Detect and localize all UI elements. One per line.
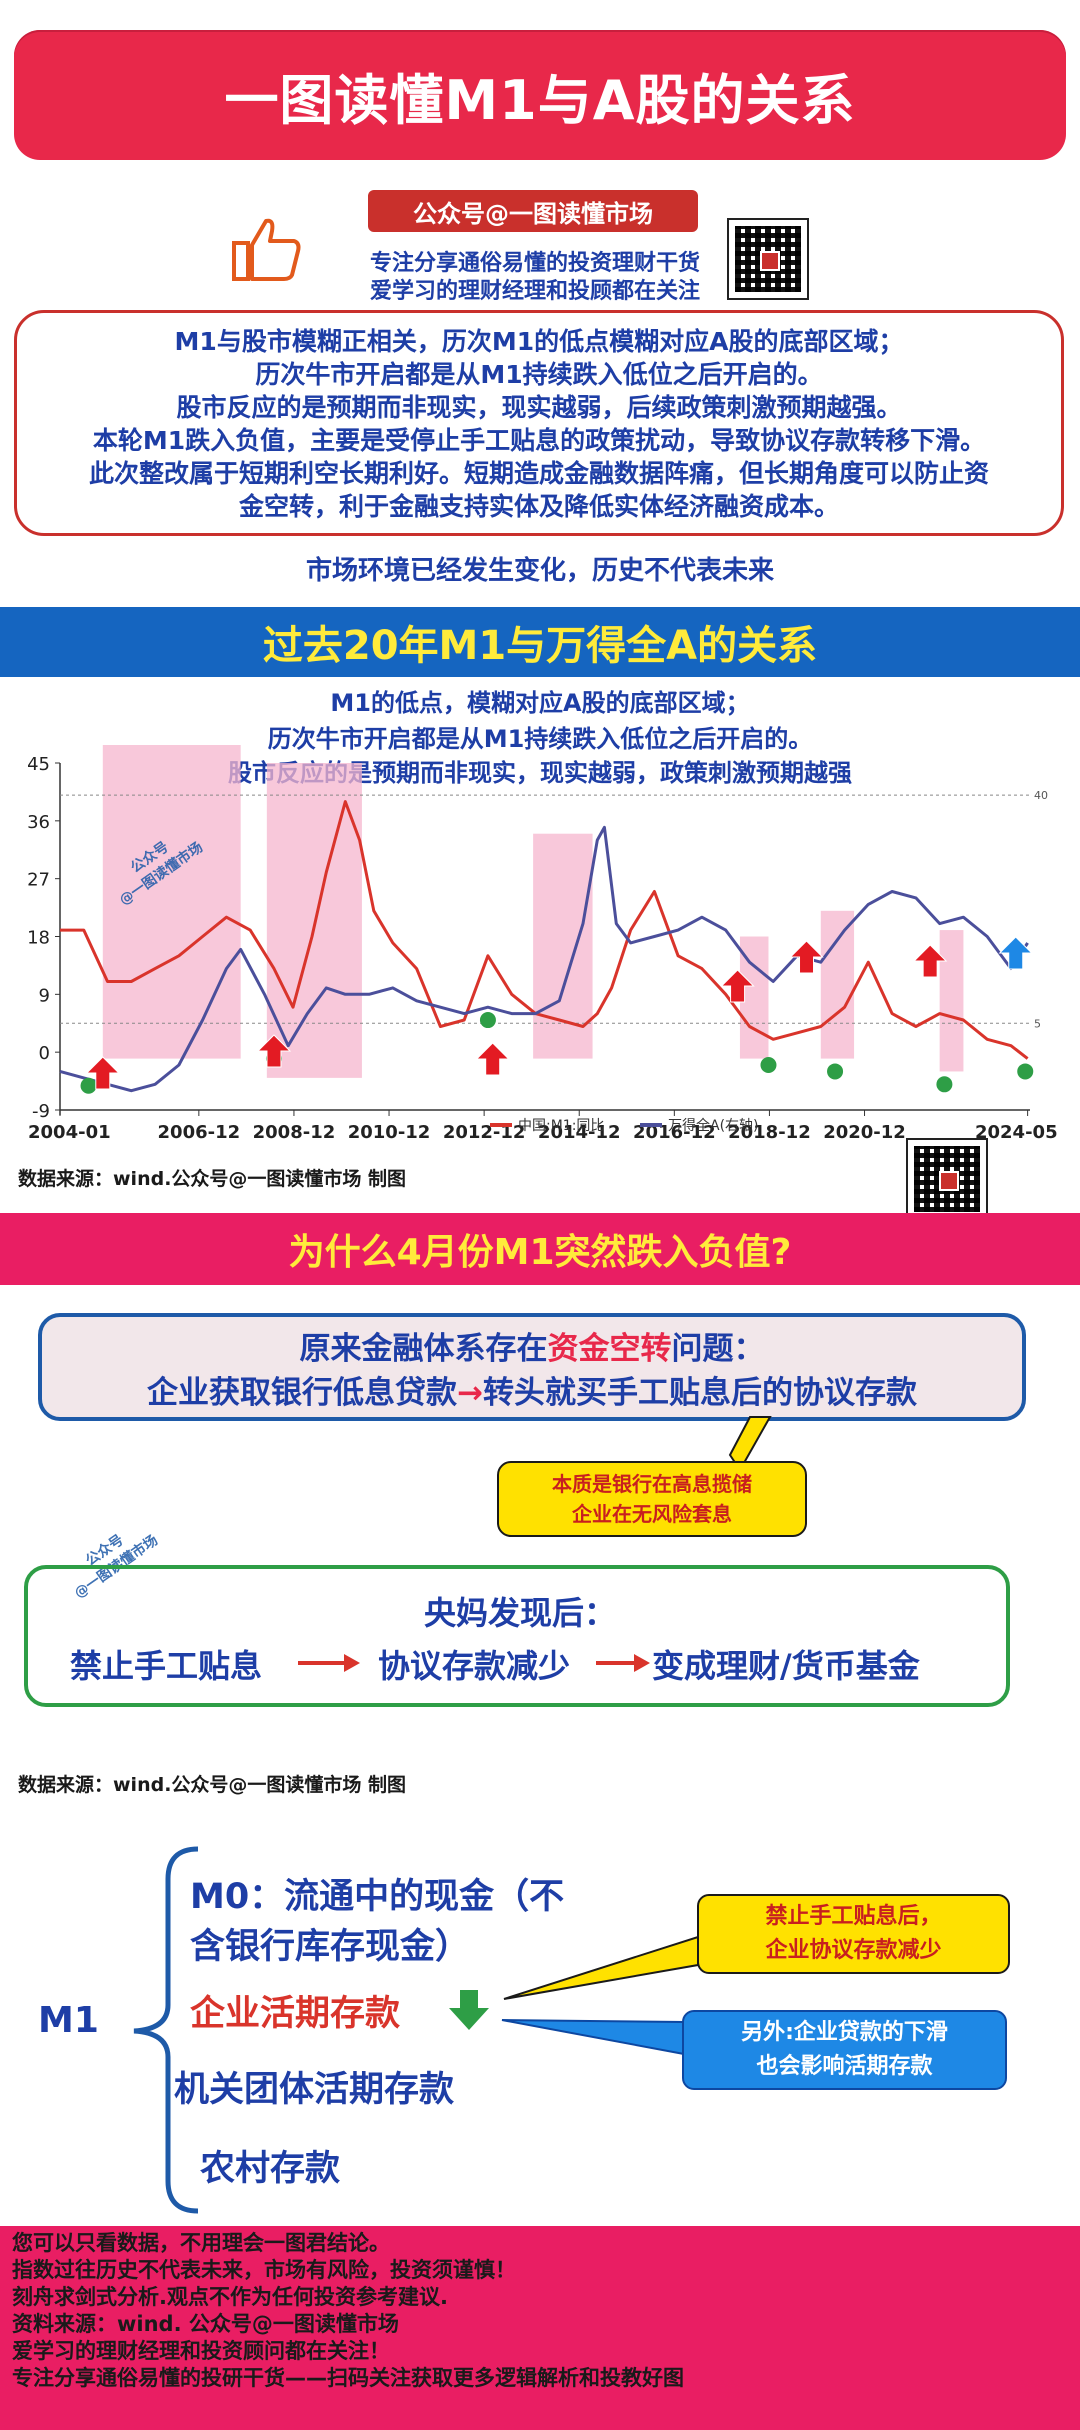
x-tick-label: 2008-12 bbox=[253, 1122, 336, 1143]
low-point-marker bbox=[1017, 1063, 1034, 1080]
arrow-right-icon bbox=[596, 1654, 650, 1672]
y-tick-label: -9 bbox=[32, 1101, 50, 1122]
y-tick-label: 36 bbox=[27, 812, 50, 833]
flow-step-2: 协议存款减少 bbox=[378, 1647, 571, 1685]
x-tick-label: 2014-12 bbox=[538, 1122, 621, 1143]
x-tick-label: 2012-12 bbox=[443, 1122, 526, 1143]
x-tick-label: 2018-12 bbox=[728, 1122, 811, 1143]
footer-line: 您可以只看数据，不用理会一图君结论。 bbox=[12, 2231, 390, 2255]
low-point-marker bbox=[760, 1057, 777, 1074]
highlight-region bbox=[939, 930, 964, 1072]
section2-source: 数据来源：wind.公众号@一图读懂市场 制图 bbox=[18, 1774, 407, 1796]
tagline-2: 爱学习的理财经理和投顾都在关注 bbox=[369, 279, 700, 304]
summary-line: M1与股市模糊正相关，历次M1的低点模糊对应A股的底部区域； bbox=[174, 327, 904, 356]
callout-pointer bbox=[503, 1935, 699, 2000]
section2-title: 为什么4月份M1突然跌入负值? bbox=[288, 1232, 792, 1273]
section2-banner: 为什么4月份M1突然跌入负值? bbox=[0, 1213, 1080, 1285]
footer-line: 刻舟求剑式分析.观点不作为任何投资参考建议. bbox=[12, 2285, 448, 2309]
arrow-right-icon bbox=[298, 1654, 360, 1672]
flow-step-3: 变成理财/货币基金 bbox=[652, 1647, 920, 1685]
m1-item-institution-demand: 机关团体活期存款 bbox=[174, 2070, 455, 2110]
loan-decline-callout: 另外:企业贷款的下滑 也会影响活期存款 bbox=[682, 2010, 1007, 2090]
right-axis-label: 40 bbox=[1034, 789, 1048, 802]
low-point-marker bbox=[827, 1063, 844, 1080]
section1-banner: 过去20年M1与万得全A的关系 bbox=[0, 607, 1080, 677]
tagline-1: 专注分享通俗易懂的投资理财干货 bbox=[369, 251, 700, 276]
footer-line: 指数过往历史不代表未来，市场有风险，投资须谨慎！ bbox=[12, 2258, 516, 2282]
highlight-text: 资金空转 bbox=[547, 1331, 672, 1367]
m1-item-m0-cont: 含银行库存现金） bbox=[190, 1927, 471, 1967]
x-tick-label: 2020-12 bbox=[823, 1122, 906, 1143]
y-tick-label: 27 bbox=[27, 870, 50, 891]
footer-line: 爱学习的理财经理和投资顾问都在关注！ bbox=[12, 2339, 390, 2363]
qr-code-icon[interactable] bbox=[727, 218, 809, 300]
x-tick-label: 2024-05 bbox=[975, 1122, 1058, 1143]
page-title: 一图读懂M1与A股的关系 bbox=[224, 68, 856, 132]
y-tick-label: 18 bbox=[27, 928, 50, 949]
summary-line: 股市反应的是预期而非现实，现实越弱，后续政策刺激预期越强。 bbox=[176, 393, 902, 422]
wind-all-a-line bbox=[59, 825, 1029, 1093]
m1-item-corporate-demand: 企业活期存款 bbox=[190, 1994, 401, 2034]
qr-code-icon[interactable] bbox=[906, 1138, 988, 1220]
arrow-text: → bbox=[457, 1375, 483, 1411]
arrow-down-icon bbox=[449, 1990, 489, 2030]
regulator-box bbox=[24, 1565, 1010, 1707]
up-arrow-icon bbox=[256, 1034, 292, 1068]
legend-label: 中国:M1:同比 bbox=[518, 1118, 604, 1134]
chart-subtitle-2: 历次牛市开启都是从M1持续跌入低位之后开启的。 bbox=[267, 725, 813, 753]
page-title-banner: 一图读懂M1与A股的关系 bbox=[14, 30, 1066, 160]
up-arrow-icon bbox=[720, 969, 755, 1003]
account-badge: 公众号@一图读懂市场 bbox=[368, 190, 698, 232]
up-arrow-icon bbox=[912, 944, 948, 978]
up-arrow-icon bbox=[998, 936, 1033, 970]
m1-item-rural: 农村存款 bbox=[200, 2149, 341, 2189]
right-axis-label: 5 bbox=[1034, 1017, 1041, 1030]
regulator-title: 央妈发现后： bbox=[423, 1594, 616, 1632]
highlight-region bbox=[820, 910, 855, 1059]
idle-funds-box: 原来金融体系存在资金空转问题： 企业获取银行低息贷款→转头就买手工贴息后的协议存… bbox=[38, 1313, 1026, 1421]
flow-step-1: 禁止手工贴息 bbox=[70, 1647, 263, 1685]
m1-label: M1 bbox=[38, 2000, 99, 2041]
footer: 您可以只看数据，不用理会一图君结论。 指数过往历史不代表未来，市场有风险，投资须… bbox=[0, 2226, 1080, 2430]
y-tick-label: 45 bbox=[27, 754, 50, 775]
discount-ban-callout: 禁止手工贴息后， 企业协议存款减少 bbox=[697, 1894, 1010, 1974]
arbitrage-callout: 本质是银行在高息揽储 企业在无风险套息 bbox=[497, 1461, 807, 1537]
footer-line: 资料来源：wind. 公众号@一图读懂市场 bbox=[12, 2312, 399, 2336]
chart-subtitle-1: M1的低点，模糊对应A股的底部区域； bbox=[330, 689, 750, 717]
summary-line: 金空转，利于金融支持实体及降低实体经济融资成本。 bbox=[238, 492, 839, 521]
x-tick-label: 2016-12 bbox=[633, 1122, 716, 1143]
up-arrow-icon bbox=[85, 1056, 121, 1090]
highlight-region bbox=[102, 745, 241, 1059]
low-point-marker bbox=[479, 1012, 496, 1029]
summary-line: 历次牛市开启都是从M1持续跌入低位之后开启的。 bbox=[255, 360, 823, 389]
x-tick-label: 2010-12 bbox=[348, 1122, 431, 1143]
summary-line: 本轮M1跌入负值，主要是受停止手工贴息的政策扰动，导致协议存款转移下滑。 bbox=[92, 426, 986, 455]
m1-vs-wind-a-chart: -9 0 9 18 27 36 45 40 5 2004-01 2006-12 2008-12 2010… bbox=[27, 745, 1058, 1143]
history-disclaimer: 市场环境已经发生变化，历史不代表未来 bbox=[305, 556, 774, 586]
footer-line: 专注分享通俗易懂的投研干货——扫码关注获取更多逻辑解析和投教好图 bbox=[12, 2366, 684, 2390]
x-tick-label: 2004-01 bbox=[28, 1122, 111, 1143]
low-point-marker bbox=[80, 1077, 97, 1094]
summary-line: 此次整改属于短期利空长期利好。短期造成金融数据阵痛，但长期角度可以防止资 bbox=[88, 459, 989, 488]
brace-icon bbox=[133, 1846, 199, 2214]
low-point-marker bbox=[936, 1076, 953, 1093]
y-tick-label: 0 bbox=[39, 1043, 50, 1064]
up-arrow-icon bbox=[789, 940, 824, 974]
up-arrow-icon bbox=[475, 1042, 510, 1076]
section1-title: 过去20年M1与万得全A的关系 bbox=[262, 623, 818, 669]
y-tick-label: 9 bbox=[39, 985, 50, 1006]
thumbs-up-icon bbox=[232, 218, 301, 281]
chart-source: 数据来源：wind.公众号@一图读懂市场 制图 bbox=[18, 1168, 407, 1190]
callout-pointer bbox=[501, 2019, 685, 2056]
x-tick-label: 2006-12 bbox=[158, 1122, 241, 1143]
legend-label: 万得全A(右轴) bbox=[668, 1117, 759, 1134]
summary-box: M1与股市模糊正相关，历次M1的低点模糊对应A股的底部区域； 历次牛市开启都是从… bbox=[14, 310, 1064, 536]
m1-item-m0: M0：流通中的现金（不 bbox=[190, 1877, 565, 1917]
